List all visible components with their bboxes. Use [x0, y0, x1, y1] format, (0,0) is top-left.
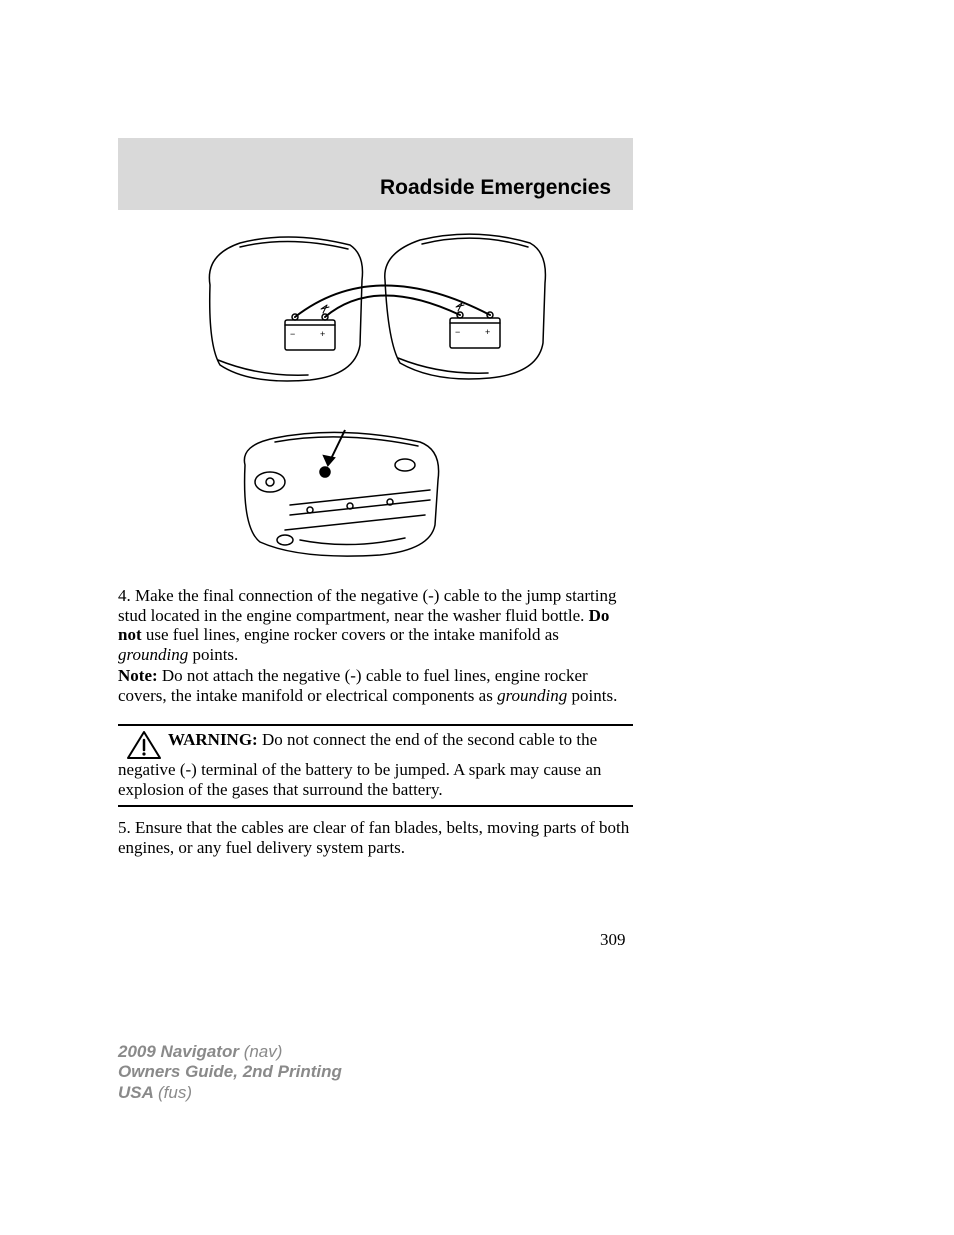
step-4-paragraph: 4. Make the final connection of the nega…: [118, 586, 633, 664]
note-end: points.: [567, 686, 617, 705]
footer-block: 2009 Navigator (nav) Owners Guide, 2nd P…: [118, 1042, 342, 1103]
footer-line-3: USA (fus): [118, 1083, 342, 1103]
footer-usa: USA: [118, 1083, 158, 1102]
footer-fus-code: (fus): [158, 1083, 192, 1102]
footer-model: 2009 Navigator: [118, 1042, 244, 1061]
battery-right-pos-label: +: [485, 327, 490, 337]
jump-start-batteries-diagram: − + − +: [200, 225, 550, 395]
footer-line-1: 2009 Navigator (nav): [118, 1042, 342, 1062]
step-4-end: points.: [188, 645, 238, 664]
footer-nav-code: (nav): [244, 1042, 283, 1061]
battery-right-neg-label: −: [455, 327, 460, 337]
battery-left-pos-label: +: [320, 329, 325, 339]
step-4-grounding-italic: grounding: [118, 645, 188, 664]
section-title: Roadside Emergencies: [380, 176, 611, 200]
battery-left-neg-label: −: [290, 329, 295, 339]
page-number: 309: [600, 930, 626, 950]
step-4-lead: 4. Make the final connection of the nega…: [118, 586, 617, 625]
warning-triangle-icon: [126, 730, 162, 760]
note-label: Note:: [118, 666, 158, 685]
warning-label: WARNING:: [168, 730, 258, 749]
step-5-paragraph: 5. Ensure that the cables are clear of f…: [118, 818, 633, 857]
page-container: Roadside Emergencies: [0, 0, 954, 1235]
footer-line-2: Owners Guide, 2nd Printing: [118, 1062, 342, 1082]
note-paragraph: Note: Do not attach the negative (-) cab…: [118, 666, 633, 705]
grounding-point-diagram: [230, 410, 450, 570]
warning-block: WARNING: Do not connect the end of the s…: [118, 724, 633, 807]
step-4-tail: use fuel lines, engine rocker covers or …: [142, 625, 559, 644]
note-grounding-italic: grounding: [497, 686, 567, 705]
